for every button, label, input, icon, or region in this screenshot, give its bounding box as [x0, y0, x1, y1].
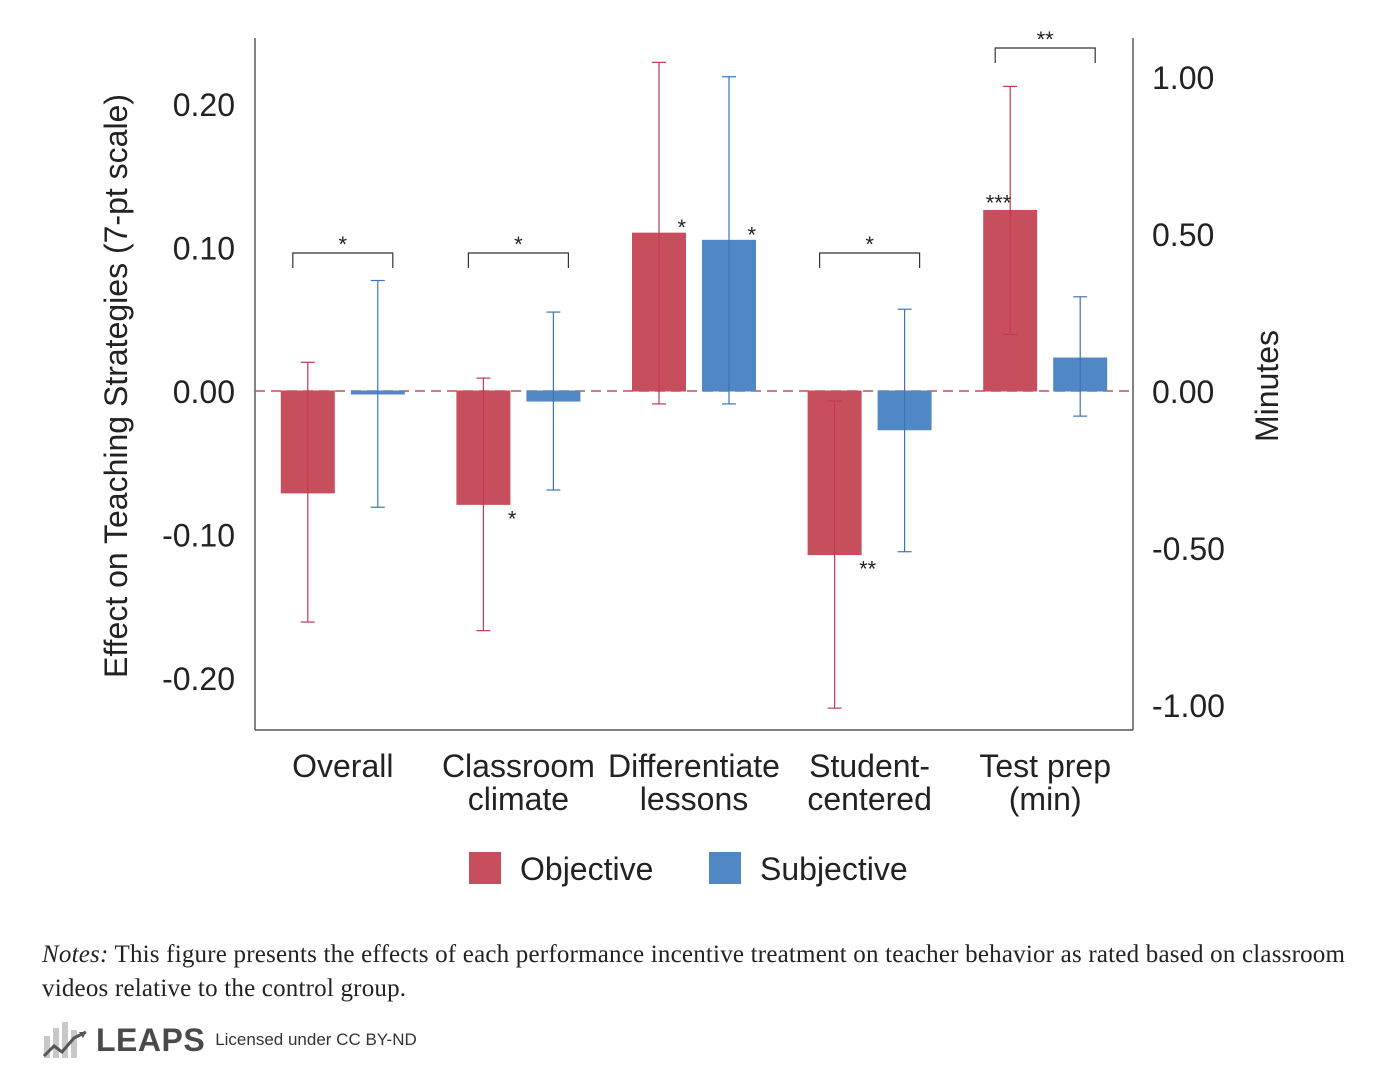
- comparison-bracket: [292, 252, 394, 268]
- comparison-bracket: [819, 252, 921, 268]
- y-tick-label: -0.10: [162, 518, 235, 554]
- category-label-line2: (min): [1009, 781, 1082, 817]
- y2-tick-label: 0.00: [1152, 374, 1214, 410]
- y2-tick-label: 0.50: [1152, 217, 1214, 253]
- bars: **** *********: [280, 27, 1108, 709]
- comparison-bracket: [994, 47, 1096, 63]
- y-tick-label: 0.20: [173, 87, 235, 123]
- legend-label-objective: Objective: [520, 851, 653, 887]
- left-y-axis: 0.20 0.10 0.00 -0.10 -0.20: [162, 87, 235, 697]
- category-label-line2: climate: [468, 781, 569, 817]
- legend-swatch-objective: [469, 852, 501, 884]
- chart: **** ********* 0.200.100.00-0.10-0.20 1.0…: [98, 27, 1285, 887]
- notes-text: This figure presents the effects of each…: [42, 941, 1346, 1002]
- y2-tick-label: 1.00: [1152, 60, 1214, 96]
- category-label-line2: lessons: [640, 781, 749, 817]
- footer: LEAPS Licensed under CC BY-ND: [42, 1018, 417, 1062]
- left-axis-title: Effect on Teaching Strategies (7-pt scal…: [98, 94, 134, 678]
- legend: Objective Subjective: [469, 851, 908, 887]
- leaps-logo-icon: [42, 1022, 87, 1058]
- significance-marker: **: [859, 557, 877, 582]
- y-tick-label: 0.00: [173, 374, 235, 410]
- y-tick-label: -0.20: [162, 661, 235, 697]
- right-y-axis: 1.00 0.50 0.00 -0.50 -1.00: [1152, 60, 1225, 724]
- category-label: Overall: [292, 748, 393, 784]
- significance-marker: *: [678, 215, 687, 240]
- legend-swatch-subjective: [709, 852, 741, 884]
- comparison-significance: **: [1037, 27, 1055, 52]
- license-text: Licensed under CC BY-ND: [215, 1030, 417, 1049]
- significance-marker: *: [748, 222, 757, 247]
- significance-marker: ***: [986, 190, 1012, 215]
- category-label-line2: centered: [807, 781, 932, 817]
- brand-name: LEAPS: [96, 1021, 206, 1058]
- category-label: Student-: [809, 748, 930, 784]
- comparison-bracket: [467, 252, 569, 268]
- comparison-significance: *: [865, 232, 874, 257]
- category-label: Test prep: [979, 748, 1111, 784]
- comparison-significance: *: [514, 232, 523, 257]
- category-label: Differentiate: [608, 748, 780, 784]
- category-label: Classroom: [442, 748, 595, 784]
- comparison-significance: *: [339, 232, 348, 257]
- figure-notes: Notes: This figure presents the effects …: [42, 938, 1352, 1006]
- y2-tick-label: -0.50: [1152, 531, 1225, 567]
- right-axis-title: Minutes: [1249, 330, 1285, 442]
- legend-label-subjective: Subjective: [760, 851, 908, 887]
- y2-tick-label: -1.00: [1152, 688, 1225, 724]
- notes-label: Notes:: [42, 941, 109, 968]
- significance-marker: *: [508, 506, 517, 531]
- y-tick-label: 0.10: [173, 231, 235, 267]
- plot-frame: [254, 38, 1134, 731]
